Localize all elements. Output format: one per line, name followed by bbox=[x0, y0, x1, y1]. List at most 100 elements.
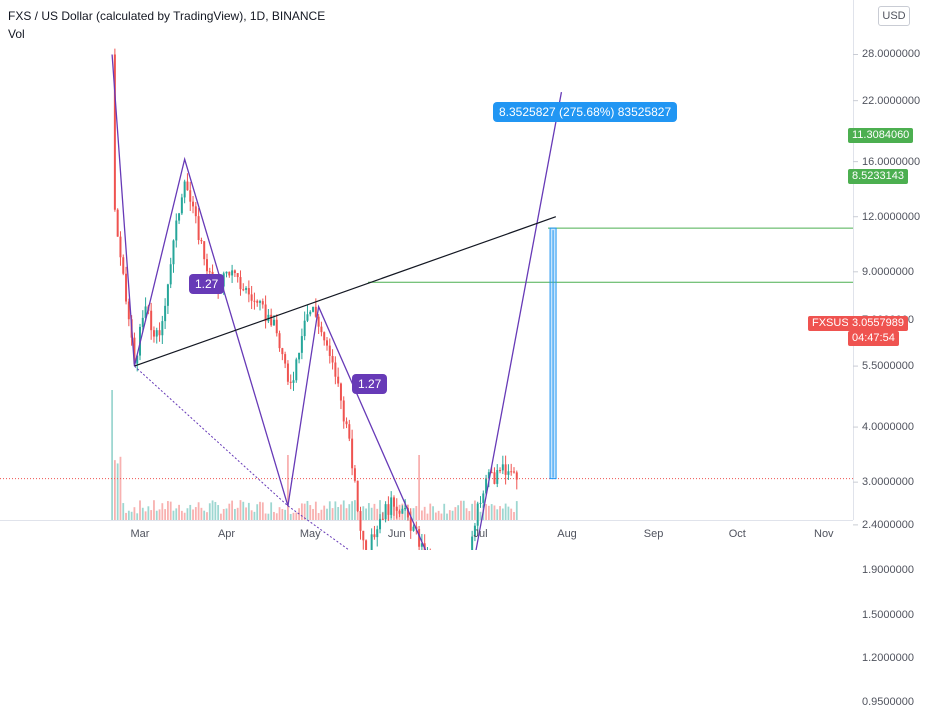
volume-bar bbox=[245, 507, 247, 520]
candle-body bbox=[186, 181, 189, 191]
volume-bar bbox=[295, 512, 298, 520]
candle-body bbox=[334, 362, 337, 377]
volume-bar bbox=[451, 510, 454, 520]
volume-bar bbox=[247, 502, 250, 520]
volume-bar bbox=[267, 513, 270, 520]
volume-bar bbox=[446, 513, 448, 520]
volume-bar bbox=[178, 504, 180, 520]
candle-body bbox=[342, 400, 345, 422]
measure-label[interactable]: 8.3525827 (275.68%) 83525827 bbox=[493, 102, 678, 122]
volume-bar bbox=[426, 513, 429, 520]
target-level-tag-1: 11.3084060 bbox=[848, 128, 914, 143]
candle-body bbox=[351, 438, 354, 469]
candle-body bbox=[284, 354, 287, 364]
volume-bar bbox=[513, 512, 515, 520]
fib-ratio-label-2[interactable]: 1.27 bbox=[352, 374, 388, 394]
volume-bar bbox=[312, 508, 314, 520]
volume-bar bbox=[155, 510, 158, 520]
volume-bar bbox=[479, 511, 482, 520]
volume-bar bbox=[150, 510, 153, 520]
candle-body bbox=[493, 472, 496, 484]
y-tick-label: 4.0000000 bbox=[862, 421, 914, 434]
candle-body bbox=[362, 530, 365, 541]
volume-bar bbox=[133, 507, 136, 520]
candle-body bbox=[242, 289, 245, 291]
candle-body bbox=[169, 264, 172, 285]
volume-bar bbox=[256, 504, 259, 520]
x-tick-label: Sep bbox=[643, 528, 664, 540]
volume-bar bbox=[147, 506, 150, 520]
y-tick-label: 12.0000000 bbox=[862, 210, 921, 223]
candle-body bbox=[482, 493, 485, 503]
volume-bar bbox=[220, 513, 222, 520]
candle-body bbox=[353, 468, 356, 481]
candle-body bbox=[331, 355, 334, 363]
candle-body bbox=[348, 424, 351, 439]
candle-body bbox=[504, 464, 507, 475]
candle-body bbox=[496, 470, 499, 484]
y-tick-label: 1.5000000 bbox=[862, 608, 914, 621]
volume-bar bbox=[233, 508, 236, 520]
candle-body bbox=[289, 381, 292, 383]
volume-bar bbox=[351, 501, 354, 520]
volume-bar bbox=[136, 513, 139, 520]
volume-bar bbox=[278, 507, 281, 520]
volume-bar bbox=[429, 503, 432, 520]
volume-bar bbox=[309, 505, 312, 520]
volume-bar bbox=[183, 512, 186, 520]
volume-bar bbox=[200, 507, 203, 520]
candle-body bbox=[189, 190, 192, 202]
candle-body bbox=[381, 518, 384, 520]
candle-body bbox=[376, 529, 379, 538]
volume-bar bbox=[354, 500, 356, 520]
price-chart[interactable] bbox=[0, 0, 932, 550]
volume-bar bbox=[164, 509, 167, 520]
candle-body bbox=[197, 216, 200, 241]
candle-body bbox=[515, 472, 518, 480]
volume-bar bbox=[454, 507, 457, 520]
volume-bar bbox=[468, 511, 471, 520]
candle-body bbox=[152, 330, 155, 337]
candle-body bbox=[501, 464, 504, 471]
volume-bar bbox=[362, 506, 365, 520]
candle-body bbox=[412, 526, 415, 531]
y-tick-label: 1.2000000 bbox=[862, 651, 914, 664]
candle-body bbox=[401, 508, 404, 514]
candle-body bbox=[281, 348, 284, 355]
candle-body bbox=[392, 497, 395, 507]
y-tick-label: 0.9500000 bbox=[862, 696, 914, 708]
candle-body bbox=[175, 220, 178, 241]
candle-body bbox=[420, 543, 423, 547]
candle-body bbox=[178, 213, 181, 221]
candle-body bbox=[192, 201, 195, 207]
candle-body bbox=[155, 330, 158, 337]
volume-bar bbox=[111, 390, 113, 520]
candle-body bbox=[345, 421, 348, 425]
symbol-price-tag: FXSUSD bbox=[808, 316, 861, 331]
candle-body bbox=[133, 337, 136, 364]
candle-body bbox=[286, 363, 289, 382]
volume-bar bbox=[510, 508, 513, 520]
volume-bar bbox=[323, 505, 326, 520]
volume-bar bbox=[192, 509, 194, 520]
volume-bar bbox=[264, 513, 267, 520]
candle-body bbox=[136, 355, 139, 364]
candle-body bbox=[314, 306, 317, 317]
candle-body bbox=[116, 209, 119, 237]
volume-bar bbox=[317, 513, 320, 520]
volume-bar bbox=[116, 463, 119, 520]
bar-countdown-tag: 04:47:54 bbox=[848, 331, 899, 346]
candle-body bbox=[379, 518, 382, 530]
candle-body bbox=[172, 240, 175, 265]
currency-scale-button[interactable]: USD bbox=[878, 6, 910, 26]
candle-body bbox=[373, 534, 376, 538]
volume-bar bbox=[474, 500, 476, 520]
volume-bar bbox=[236, 507, 239, 520]
volume-bar bbox=[348, 504, 351, 520]
fib-ratio-label-1[interactable]: 1.27 bbox=[189, 274, 225, 294]
candle-body bbox=[512, 471, 515, 473]
candle-body bbox=[250, 294, 253, 301]
candle-body bbox=[264, 304, 267, 322]
y-tick-label: 22.0000000 bbox=[862, 94, 921, 107]
candle-body bbox=[499, 470, 502, 472]
